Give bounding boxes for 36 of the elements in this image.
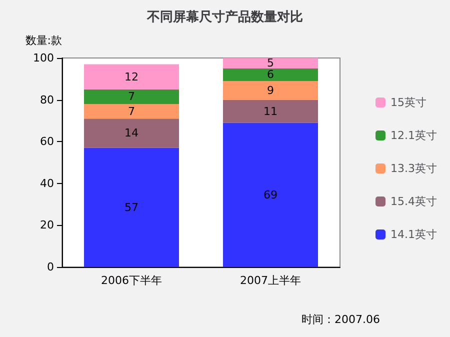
bar [84, 64, 179, 90]
y-tick-label: 40 [40, 176, 54, 190]
bar [84, 148, 179, 267]
y-axis-title: 数量:款 [25, 34, 62, 47]
bar [223, 122, 318, 267]
bar [84, 104, 179, 119]
y-tick-label: 60 [40, 135, 54, 148]
data-label: 6 [267, 68, 274, 82]
legend-label: 13.3英寸 [390, 162, 438, 175]
legend-label: 14.1英寸 [390, 228, 438, 241]
data-label: 69 [264, 188, 278, 202]
bar [223, 68, 318, 81]
legend-label: 12.1英寸 [390, 129, 438, 142]
data-label: 14 [124, 126, 138, 140]
bar [84, 118, 179, 148]
bar [223, 100, 318, 123]
legend-label: 15.4英寸 [390, 195, 438, 208]
y-tick-label: 0 [47, 260, 54, 274]
x-tick-label: 2007上半年 [240, 274, 301, 287]
y-tick-label: 20 [40, 218, 54, 232]
data-label: 57 [124, 200, 138, 214]
chart-title: 不同屏幕尺寸产品数量对比 [146, 9, 303, 25]
y-tick-label: 80 [40, 93, 54, 106]
data-label: 9 [267, 84, 274, 97]
x-tick-label: 2006下半年 [101, 274, 162, 287]
legend-label: 15英寸 [390, 96, 427, 109]
y-tick-label: 100 [33, 52, 54, 64]
data-label: 7 [128, 104, 135, 118]
data-label: 11 [264, 104, 278, 118]
bar [223, 80, 318, 100]
text: 时间：2007.06 [302, 313, 380, 326]
bar [84, 89, 179, 104]
data-label: 7 [128, 90, 135, 104]
data-label: 5 [267, 56, 274, 70]
data-label: 12 [124, 70, 138, 84]
bar [223, 58, 318, 68]
